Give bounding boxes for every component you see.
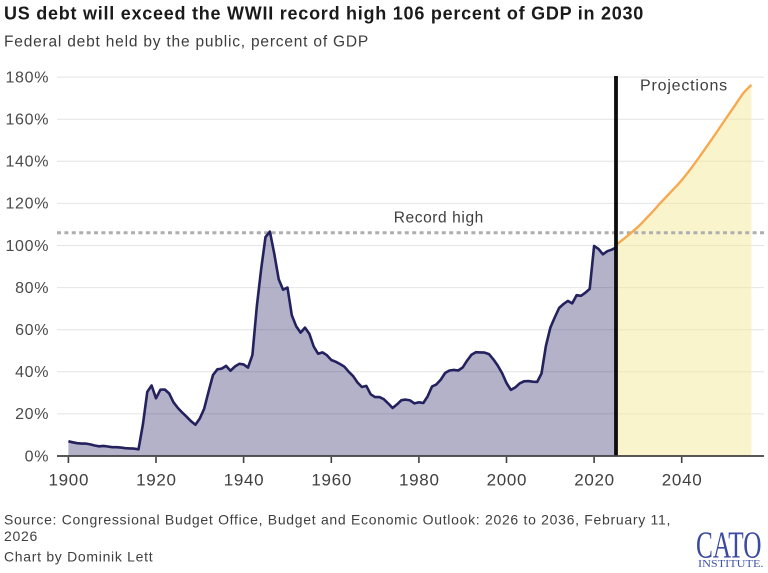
- svg-text:Record high: Record high: [394, 209, 484, 226]
- svg-text:60%: 60%: [15, 322, 49, 339]
- svg-text:Projections: Projections: [640, 78, 728, 95]
- svg-text:2020: 2020: [574, 470, 615, 489]
- svg-text:1940: 1940: [224, 470, 265, 489]
- svg-text:180%: 180%: [5, 69, 49, 86]
- svg-text:1900: 1900: [48, 470, 89, 489]
- svg-text:0%: 0%: [25, 448, 50, 465]
- svg-text:1980: 1980: [399, 470, 440, 489]
- svg-text:CATO: CATO: [696, 525, 762, 567]
- svg-text:2026: 2026: [4, 528, 38, 544]
- svg-text:Source: Congressional Budget O: Source: Congressional Budget Office, Bud…: [4, 511, 671, 527]
- svg-text:US debt will exceed the WWII r: US debt will exceed the WWII record high…: [4, 4, 644, 24]
- svg-text:1960: 1960: [311, 470, 352, 489]
- svg-text:1920: 1920: [136, 470, 177, 489]
- svg-text:2040: 2040: [662, 470, 703, 489]
- svg-text:20%: 20%: [15, 406, 49, 423]
- svg-text:INSTITUTE.: INSTITUTE.: [698, 558, 764, 570]
- svg-text:Federal debt held by the publi: Federal debt held by the public, percent…: [4, 34, 369, 51]
- svg-text:Chart by Dominik Lett: Chart by Dominik Lett: [4, 549, 153, 565]
- svg-text:140%: 140%: [5, 154, 49, 171]
- svg-text:120%: 120%: [5, 196, 49, 213]
- svg-text:40%: 40%: [15, 364, 49, 381]
- svg-text:2000: 2000: [487, 470, 528, 489]
- svg-text:100%: 100%: [5, 238, 49, 255]
- svg-text:80%: 80%: [15, 280, 49, 297]
- svg-text:160%: 160%: [5, 112, 49, 129]
